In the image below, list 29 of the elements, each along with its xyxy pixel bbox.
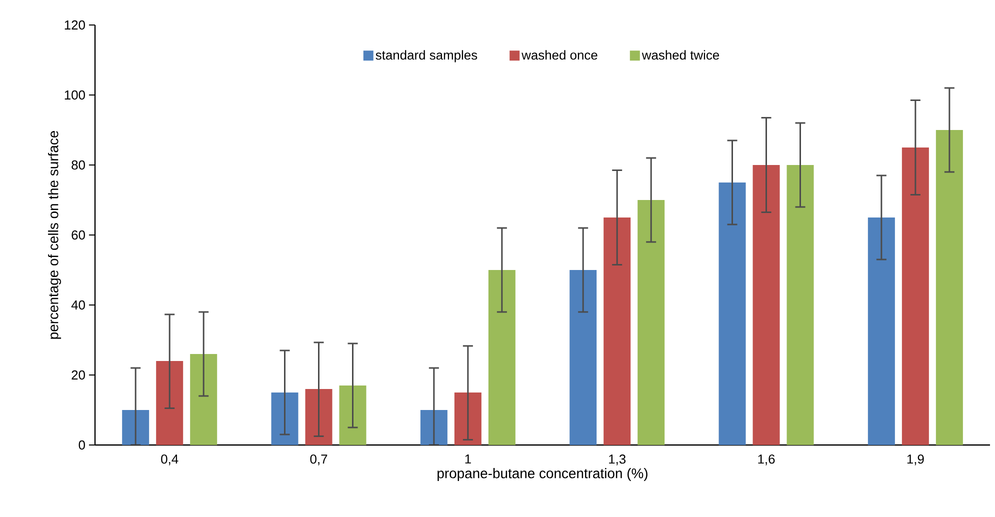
y-tick-label: 0 <box>78 440 85 450</box>
bar <box>604 217 631 445</box>
x-tick-label: 1,6 <box>758 454 775 466</box>
bar <box>786 164 814 445</box>
y-axis-title: percentage of cells on the surface <box>48 130 62 339</box>
legend-label: washed once <box>522 50 598 60</box>
bar <box>190 354 218 445</box>
x-tick-label: 0,4 <box>161 454 178 466</box>
bar <box>488 270 516 445</box>
bar <box>868 217 895 445</box>
legend-label: washed twice <box>642 50 720 60</box>
bar <box>902 147 929 445</box>
x-tick-label: 1,3 <box>609 454 626 466</box>
y-tick-label: 60 <box>72 230 85 240</box>
y-tick-label: 100 <box>64 90 85 100</box>
legend-label: standard samples <box>376 50 478 62</box>
y-tick-label: 20 <box>72 370 85 380</box>
x-tick-label: 0,7 <box>310 454 328 466</box>
bar <box>638 200 665 445</box>
bar <box>752 164 780 445</box>
y-tick-label: 120 <box>64 20 85 30</box>
x-tick-label: 1,9 <box>907 454 924 466</box>
y-tick-label: 40 <box>71 300 85 310</box>
bar <box>570 270 597 445</box>
bar <box>936 130 963 445</box>
y-tick-label: 80 <box>72 160 85 170</box>
x-tick-label: 1 <box>465 454 471 464</box>
bar <box>718 182 746 445</box>
x-axis-title: propane-butane concentration (%) <box>438 468 648 482</box>
